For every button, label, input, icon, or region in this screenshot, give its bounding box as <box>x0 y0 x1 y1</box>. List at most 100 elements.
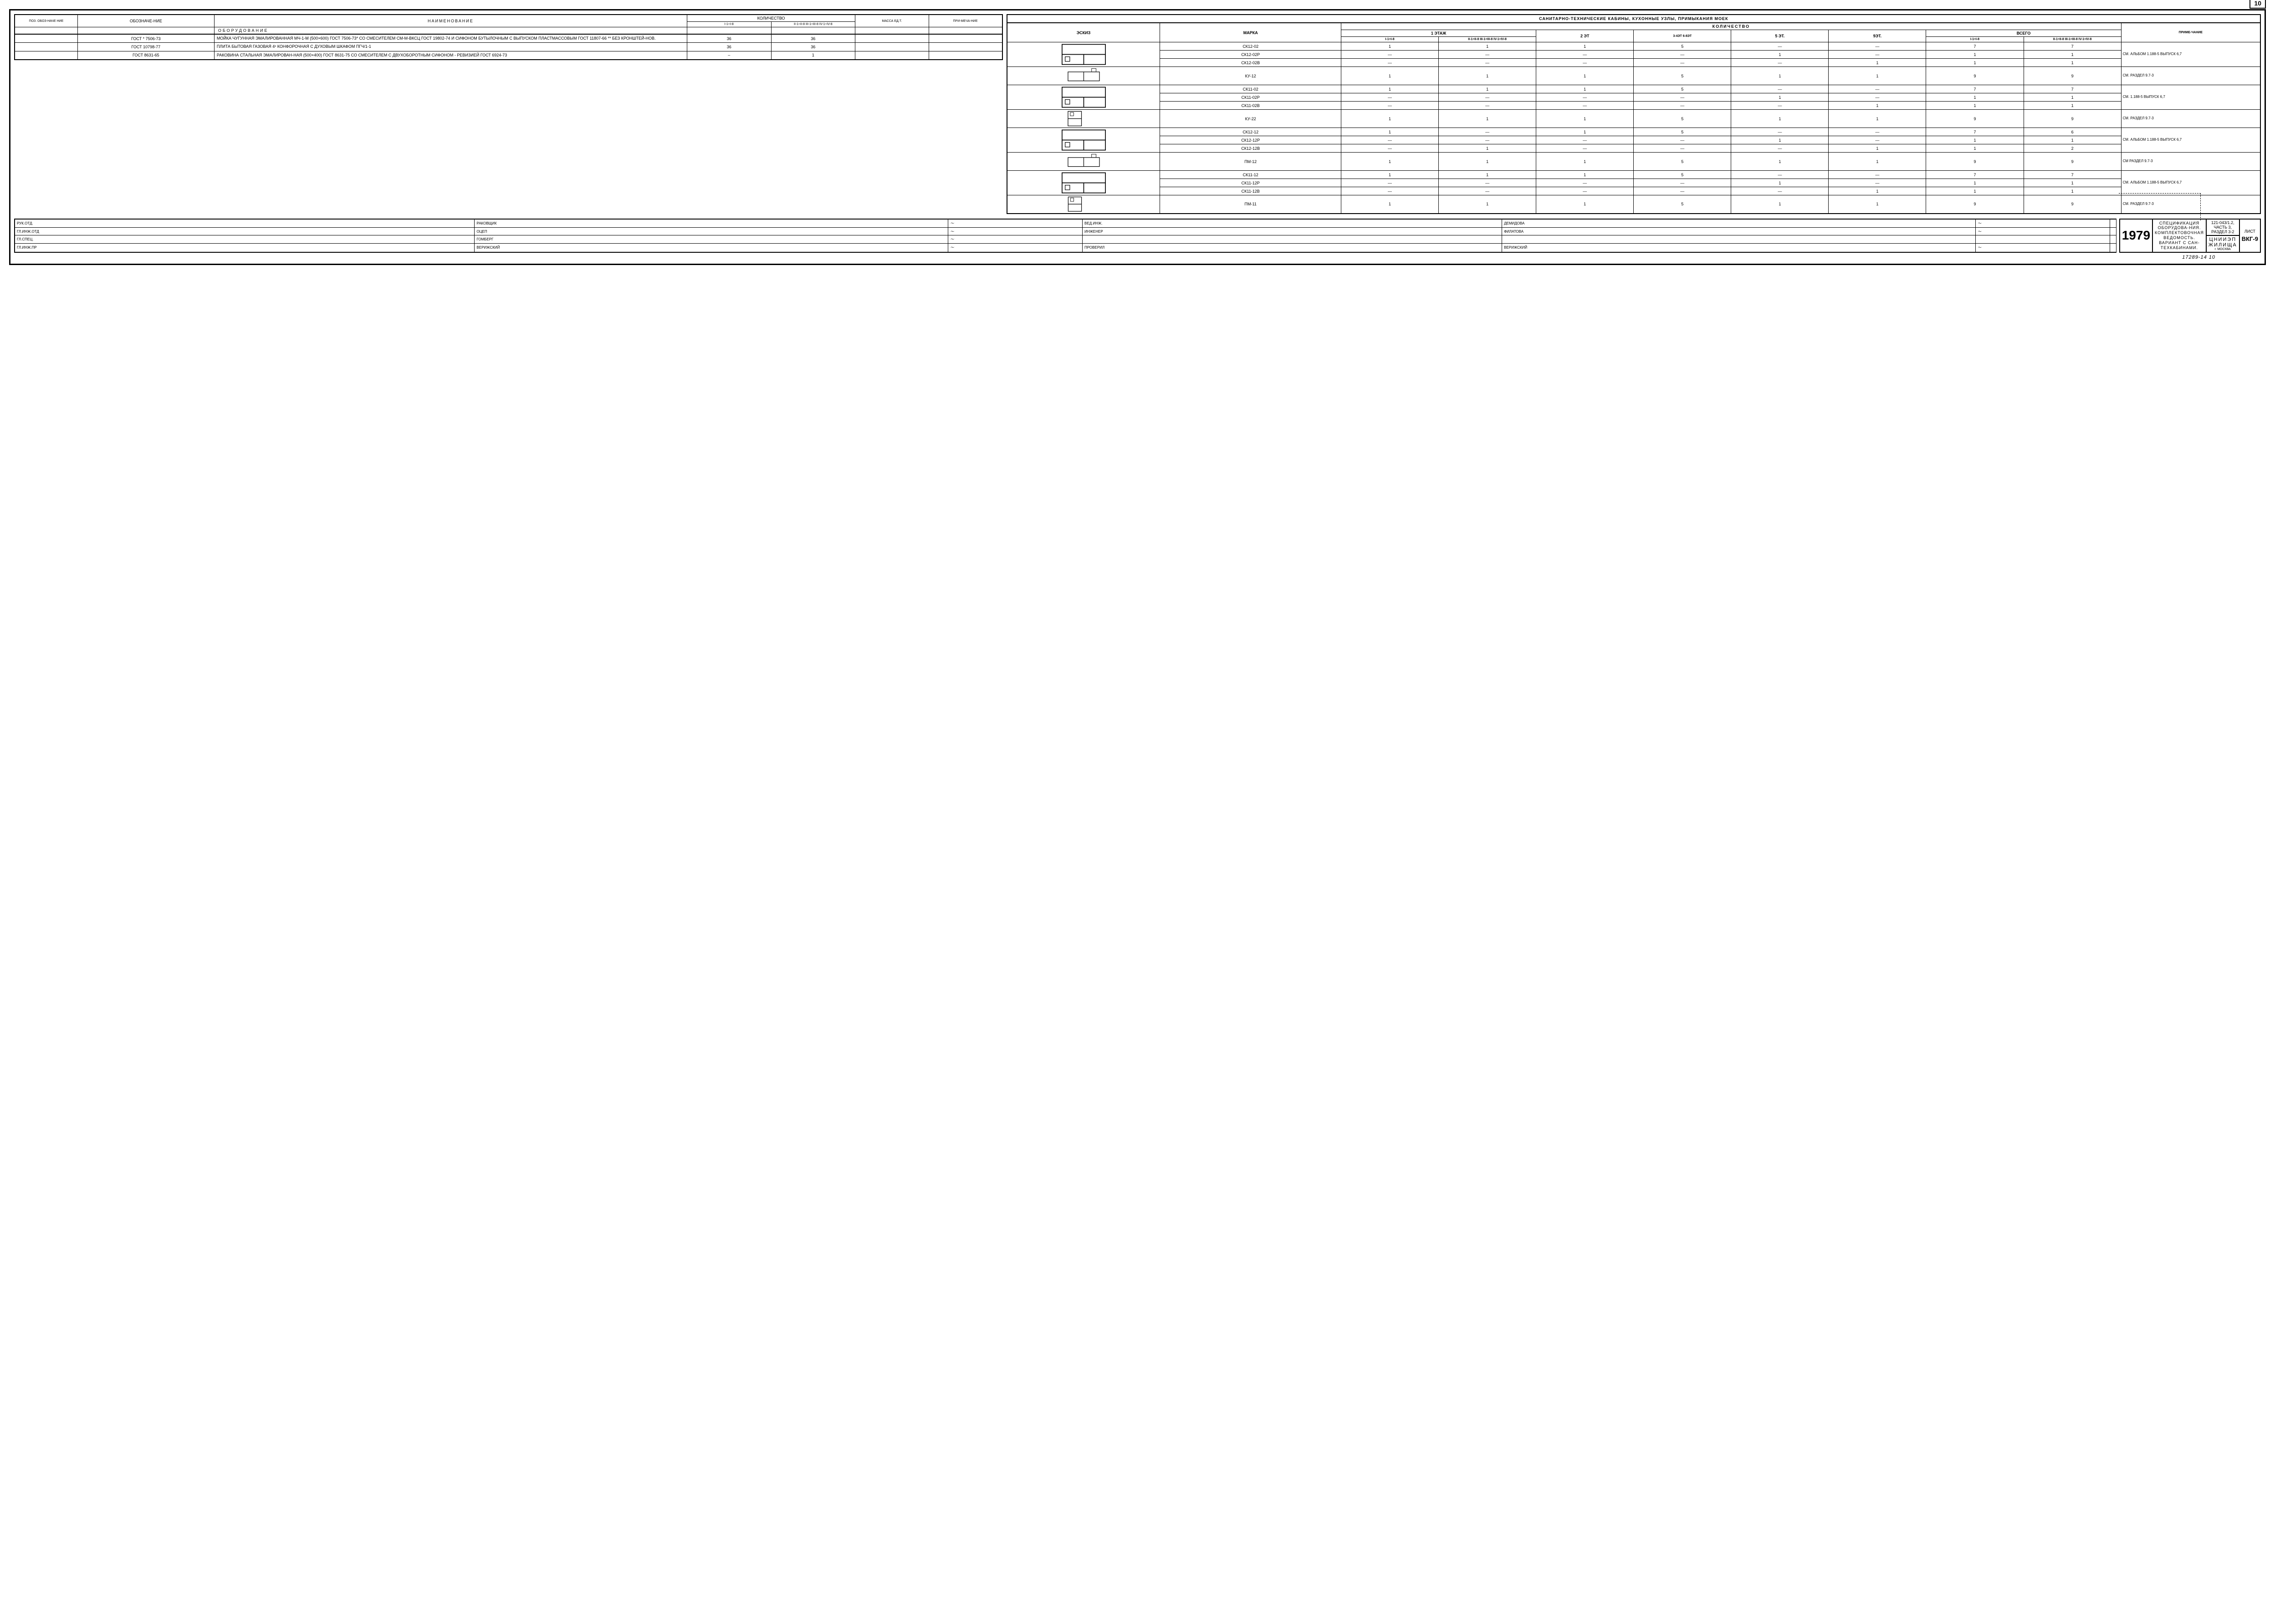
table-cell: 1 <box>1926 51 2024 59</box>
table-cell: 1 <box>1829 110 1926 128</box>
sig-role: ГЛ.СПЕЦ. <box>15 235 475 244</box>
sheet-label: ЛИСТ <box>2242 229 2258 234</box>
hdr-floor34: 3-4ЭТ 6-8ЭТ <box>1634 30 1731 42</box>
hdr-sketch: ЭСКИЗ <box>1007 23 1160 42</box>
table-cell: 1 <box>1439 195 1536 214</box>
table-cell: 1 <box>1341 153 1438 171</box>
table-cell: 1 <box>1829 187 1926 195</box>
table-cell: 9 <box>1926 110 2024 128</box>
table-cell: — <box>1439 179 1536 187</box>
table-cell: — <box>1634 179 1731 187</box>
hdr-q2: II-1÷II-8 III-1÷III-8 IV-1÷IV-8 <box>771 22 855 27</box>
table-cell: 1 <box>1731 110 1829 128</box>
equipment-table: ПОЗ. ОБОЗ-НАЧЕ НИЕ ОБОЗНАЧЕ-НИЕ НАИМЕНОВ… <box>14 14 1003 60</box>
sketch-cell <box>1007 42 1160 67</box>
table-cell: — <box>1731 102 1829 110</box>
table-cell: 1 <box>1926 144 2024 153</box>
hdr-name: НАИМЕНОВАНИЕ <box>214 15 687 27</box>
drawing-code: 121-043/1.2, ЧАСТЬ 3, РАЗДЕЛ 3-2 <box>2206 219 2239 235</box>
hdr-tota: I-1÷I-8 <box>1926 37 2024 42</box>
table-cell: — <box>1731 128 1829 136</box>
sig-blank <box>2110 219 2116 228</box>
hdr-pos: ПОЗ. ОБОЗ-НАЧЕ НИЕ <box>15 15 77 27</box>
table-cell: 7 <box>1926 171 2024 179</box>
table-cell: РАКОВИНА СТАЛЬНАЯ ЭМАЛИРОВАН-НАЯ (500×40… <box>214 51 687 60</box>
hdr-mark: МАРКА <box>1160 23 1341 42</box>
table-cell: — <box>1634 136 1731 144</box>
left-column: ПОЗ. ОБОЗ-НАЧЕ НИЕ ОБОЗНАЧЕ-НИЕ НАИМЕНОВ… <box>14 14 1003 60</box>
sig-name: ВЕРИЖСКИЙ <box>1502 244 1976 252</box>
table-cell: 5 <box>1634 85 1731 93</box>
cabins-table: САНИТАРНО-ТЕХНИЧЕСКИЕ КАБИНЫ, КУХОННЫЕ У… <box>1007 14 2261 214</box>
table-cell <box>929 43 1002 51</box>
table-cell: 1 <box>1731 136 1829 144</box>
table-cell: МОЙКА ЧУГУННАЯ ЭМАЛИРОВАННАЯ МЧ-1-М (500… <box>214 34 687 43</box>
sketch-cell <box>1007 67 1160 85</box>
table-cell: 1 <box>1536 195 1634 214</box>
table-cell: — <box>1731 42 1829 51</box>
table-cell: — <box>1341 51 1438 59</box>
sketch-cell <box>1007 195 1160 214</box>
org: ЦНИИЭП ЖИЛИЩА <box>2209 237 2237 248</box>
table-cell: 7 <box>1926 128 2024 136</box>
right-title: САНИТАРНО-ТЕХНИЧЕСКИЕ КАБИНЫ, КУХОННЫЕ У… <box>1007 15 2260 23</box>
table-cell <box>929 51 1002 60</box>
table-cell: 7 <box>1926 42 2024 51</box>
table-cell: 1 <box>1731 179 1829 187</box>
hdr-desig: ОБОЗНАЧЕ-НИЕ <box>77 15 214 27</box>
sig-name: ФИЛАТОВА <box>1502 227 1976 235</box>
table-cell: 1 <box>1731 93 1829 102</box>
table-cell: 5 <box>1634 42 1731 51</box>
table-cell: — <box>1439 187 1536 195</box>
note-cell: СМ. 1.188-5 ВЫПУСК 6,7 <box>2121 85 2260 110</box>
table-cell: 1 <box>1926 179 2024 187</box>
table-cell: 1 <box>1536 85 1634 93</box>
hdr-note: ПРИМЕ-ЧАНИЕ <box>2121 23 2260 42</box>
table-cell: 9 <box>2024 67 2121 85</box>
table-cell: — <box>1634 93 1731 102</box>
table-cell: 1 <box>1341 85 1438 93</box>
table-cell: ПЛИТА БЫТОВАЯ ГАЗОВАЯ 4ˣ КОНФОРОЧНАЯ С Д… <box>214 43 687 51</box>
table-cell: — <box>1829 42 1926 51</box>
table-cell: 36 <box>771 43 855 51</box>
table-cell: 1 <box>1536 42 1634 51</box>
table-cell: 1 <box>1341 110 1438 128</box>
table-cell: СК12-12В <box>1160 144 1341 153</box>
dashed-region <box>2119 193 2201 220</box>
table-cell: 1 <box>1731 153 1829 171</box>
table-cell: 1 <box>1926 59 2024 67</box>
drawing-sheet: 10 ПОЗ. ОБОЗ-НАЧЕ НИЕ ОБОЗНАЧЕ-НИЕ НАИМЕ… <box>9 9 2266 265</box>
table-cell: 5 <box>1634 128 1731 136</box>
table-cell: — <box>1341 187 1438 195</box>
table-cell <box>15 43 77 51</box>
table-cell: — <box>1731 144 1829 153</box>
hdr-f1b: II-1÷II-8 III-1÷III-8 IV-1÷IV-8 <box>1439 37 1536 42</box>
table-cell: 1 <box>1341 42 1438 51</box>
table-cell: 1 <box>1926 93 2024 102</box>
sheet-number: ВКГ-9 <box>2242 235 2258 242</box>
signature-icon: ～ <box>948 227 1083 235</box>
table-cell: 5 <box>1634 67 1731 85</box>
table-cell: — <box>1634 144 1731 153</box>
table-cell: 1 <box>1439 110 1536 128</box>
table-cell: 7 <box>1926 85 2024 93</box>
table-cell: 1 <box>2024 179 2121 187</box>
table-cell <box>855 34 929 43</box>
table-cell: 9 <box>2024 195 2121 214</box>
table-cell: 1 <box>1439 42 1536 51</box>
table-cell: — <box>1536 59 1634 67</box>
footer-number: 17289-14 10 <box>14 255 2261 260</box>
table-cell: 1 <box>2024 136 2121 144</box>
table-cell: — <box>1731 85 1829 93</box>
table-cell: 1 <box>1439 144 1536 153</box>
table-cell: СК12-02 <box>1160 42 1341 51</box>
table-cell: 1 <box>1829 102 1926 110</box>
signature-icon: ～ <box>1976 244 2110 252</box>
signature-icon: ～ <box>948 219 1083 228</box>
table-cell: 9 <box>1926 153 2024 171</box>
hdr-total: ВСЕГО <box>1926 30 2121 37</box>
table-cell: — <box>1536 51 1634 59</box>
year: 1979 <box>2122 228 2150 242</box>
table-cell: СК12-02В <box>1160 59 1341 67</box>
table-cell: 5 <box>1634 195 1731 214</box>
